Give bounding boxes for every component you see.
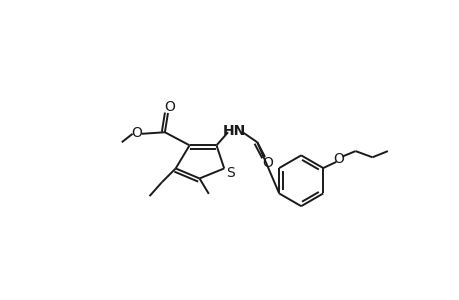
Text: O: O — [261, 156, 272, 170]
Text: HN: HN — [222, 124, 245, 138]
Text: S: S — [225, 166, 234, 180]
Text: O: O — [131, 126, 141, 140]
Text: O: O — [164, 100, 174, 114]
Text: O: O — [332, 152, 343, 166]
